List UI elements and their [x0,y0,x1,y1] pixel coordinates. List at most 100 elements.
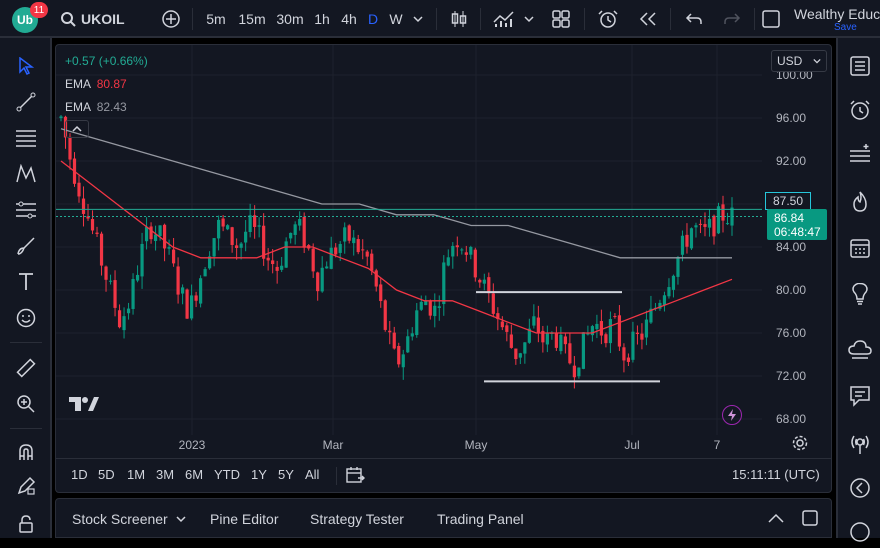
tab-strategy-tester[interactable]: Strategy Tester [310,511,404,527]
currency-select[interactable]: USD [771,50,827,72]
data-window-button[interactable] [844,138,876,170]
trend-line-tool[interactable] [10,86,42,118]
candle-body [568,343,572,364]
chevron-down-icon[interactable] [176,514,186,524]
list-add-icon [850,144,870,162]
calendar-button[interactable] [844,232,876,264]
event-marker[interactable] [722,405,742,425]
chart-pane[interactable]: 100.0096.0092.0088.0084.0080.0076.0072.0… [55,44,832,493]
streams-button[interactable] [844,334,876,366]
timeframe-5m[interactable]: 5m [206,11,226,27]
range-ytd[interactable]: YTD [214,467,240,482]
save-link[interactable]: Save [834,22,857,33]
fullscreen-button[interactable] [758,0,784,38]
measure-tool[interactable] [10,352,42,384]
timeframe-4h[interactable]: 4h [341,11,357,27]
tab-trading-panel[interactable]: Trading Panel [437,511,524,527]
tab-stock-screener[interactable]: Stock Screener [72,511,168,527]
range-1d[interactable]: 1D [71,467,88,482]
chats-button[interactable] [844,380,876,412]
range-1y[interactable]: 1Y [251,467,267,482]
cloud-icon [848,340,872,359]
brush-tool[interactable] [10,230,42,262]
replay-button[interactable] [634,0,662,38]
layout-name[interactable]: Wealthy Educ. [794,6,880,22]
chart-settings-button[interactable] [792,435,808,456]
layout-button[interactable] [548,0,574,38]
emoji-tool[interactable] [10,302,42,334]
range-6m[interactable]: 6M [185,467,204,482]
candle-body [298,219,302,226]
utc-clock[interactable]: 15:11:11 (UTC) [732,467,820,482]
symbol-search[interactable]: UKOIL [60,0,130,38]
help-button[interactable] [844,516,876,548]
alerts-button[interactable] [844,94,876,126]
timeframe-d[interactable]: D [367,11,379,27]
alert-button[interactable] [594,0,622,38]
candle-body [221,218,225,227]
redo-button[interactable] [718,0,746,38]
lightning-icon [728,409,736,421]
text-tool[interactable] [10,266,42,298]
range-all[interactable]: All [305,467,320,482]
candle-body [153,234,158,241]
timeframe-30m[interactable]: 30m [276,11,304,27]
timeframe-15m[interactable]: 15m [238,11,266,27]
magnet-tool[interactable] [10,436,42,468]
cursor-tool[interactable] [10,50,42,82]
alert-price-tag[interactable]: 87.50 [765,192,811,210]
timeframe-dropdown[interactable] [410,0,426,38]
candle-body [135,274,140,281]
tab-pine-editor[interactable]: Pine Editor [210,511,279,527]
ema-legend-1[interactable]: EMA 80.87 [65,77,127,91]
lock-tool[interactable] [10,508,42,540]
calendar-icon [850,239,870,258]
indicators-dropdown[interactable] [522,0,536,38]
range-3m[interactable]: 3M [156,467,175,482]
go-to-date-button[interactable] [346,466,366,489]
zoom-tool[interactable] [10,388,42,420]
candle-body [338,244,342,253]
price-axis[interactable]: 100.0096.0092.0088.0084.0080.0076.0072.0… [776,68,813,426]
range-5d[interactable]: 5D [98,467,115,482]
candle-body [77,182,81,197]
indicators-button[interactable] [490,0,518,38]
last-price-tag[interactable]: 86.84 06:48:47 [767,209,827,240]
replay-panel-button[interactable] [844,472,876,504]
drawing-mode-tool[interactable] [10,470,42,502]
timeframe-w[interactable]: W [389,11,403,27]
candle-body [388,330,392,333]
price-chart[interactable]: 100.0096.0092.0088.0084.0080.0076.0072.0… [56,45,831,458]
divider [10,342,42,343]
candle-body [248,215,252,233]
candle-body [302,216,306,248]
chart-type-button[interactable] [446,0,472,38]
candle-body [117,310,122,328]
grid-icon [552,10,570,28]
undo-button[interactable] [680,0,708,38]
candle-body [126,308,131,314]
pattern-tool[interactable] [10,158,42,190]
candle-body [329,247,333,269]
drawing-toolbar [0,38,52,538]
ema-legend-2[interactable]: EMA 82.43 [65,100,127,114]
compare-button[interactable] [158,0,184,38]
timeframe-1h[interactable]: 1h [314,11,330,27]
maximize-icon[interactable] [802,510,818,526]
candle-body [212,238,216,257]
ideas-button[interactable] [844,278,876,310]
hotlists-button[interactable] [844,186,876,218]
tradingview-logo[interactable] [68,395,100,418]
range-1m[interactable]: 1M [127,467,146,482]
range-5y[interactable]: 5Y [278,467,294,482]
fib-tool[interactable] [10,122,42,154]
time-axis[interactable]: 2023 Mar May Jul 7 [179,438,721,452]
chevron-up-icon[interactable] [767,512,785,524]
watchlist-button[interactable] [844,50,876,82]
widget-sidebar [836,38,880,542]
projection-tool[interactable] [10,194,42,226]
candle-body [469,246,473,255]
legend-collapse-button[interactable] [65,120,89,138]
broadcast-button[interactable] [844,428,876,460]
candle-body [518,353,522,358]
